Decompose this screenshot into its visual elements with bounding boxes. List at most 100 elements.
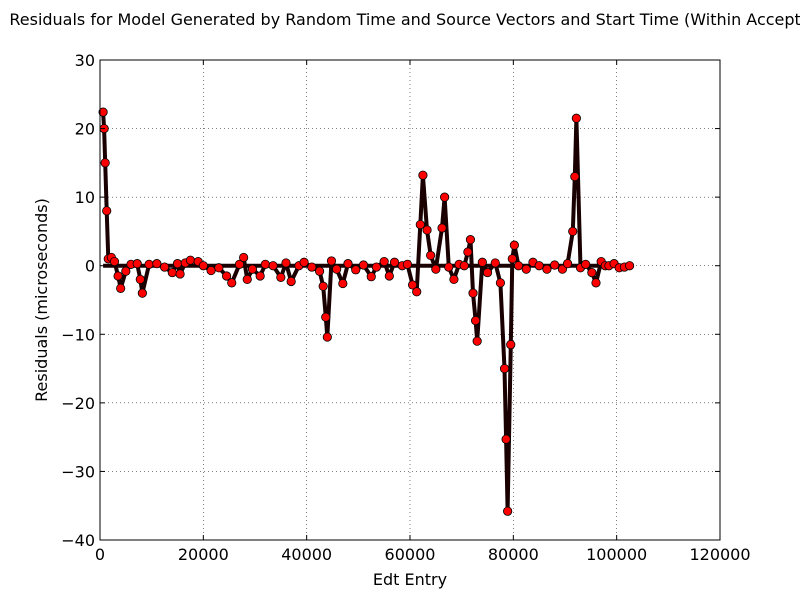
data-point xyxy=(242,274,252,285)
data-point xyxy=(384,271,394,281)
data-point xyxy=(379,256,389,267)
data-point xyxy=(449,274,459,285)
y-axis-title: Residuals (microseconds) xyxy=(32,198,51,402)
data-point xyxy=(247,264,258,274)
x-tick-label: 40000 xyxy=(281,545,332,564)
data-point xyxy=(562,259,573,269)
data-point xyxy=(326,256,337,266)
x-tick-label: 80000 xyxy=(488,545,539,564)
data-point xyxy=(550,260,560,270)
data-point xyxy=(281,258,291,268)
data-point xyxy=(343,259,353,269)
data-point xyxy=(206,265,216,276)
data-point xyxy=(471,315,481,326)
data-point xyxy=(459,261,469,271)
data-point xyxy=(440,192,450,202)
data-point xyxy=(412,287,422,297)
data-point xyxy=(568,226,578,237)
data-point xyxy=(587,267,597,278)
y-tick-label: 30 xyxy=(75,51,95,70)
data-point xyxy=(509,240,519,250)
data-point xyxy=(314,266,325,276)
data-point xyxy=(172,259,183,269)
data-point xyxy=(276,272,286,282)
x-tick-label: 100000 xyxy=(586,545,647,564)
data-point xyxy=(477,257,487,267)
data-point xyxy=(482,267,493,278)
data-point xyxy=(109,256,120,267)
data-point xyxy=(503,506,513,516)
data-point xyxy=(418,170,428,180)
data-point xyxy=(426,250,436,261)
data-point xyxy=(437,223,447,233)
data-point xyxy=(98,107,108,117)
data-point xyxy=(444,262,454,272)
data-point xyxy=(227,278,237,288)
data-point xyxy=(121,266,131,276)
y-tick-label: 10 xyxy=(75,188,95,207)
data-point xyxy=(415,219,425,230)
data-point xyxy=(389,257,400,267)
data-point xyxy=(100,158,110,168)
data-point xyxy=(286,276,296,287)
data-point xyxy=(322,332,332,342)
data-point xyxy=(307,262,317,272)
data-point xyxy=(239,252,249,263)
data-point xyxy=(371,262,382,272)
data-point xyxy=(501,434,511,444)
data-point xyxy=(135,274,145,285)
data-point xyxy=(513,261,524,271)
data-point xyxy=(465,235,476,245)
data-point xyxy=(591,278,601,288)
data-point xyxy=(499,363,510,374)
x-tick-label: 60000 xyxy=(385,545,436,564)
data-point xyxy=(358,260,369,270)
data-point xyxy=(431,264,441,274)
data-point xyxy=(570,171,580,182)
data-point xyxy=(144,259,154,269)
x-tick-label: 0 xyxy=(95,545,105,564)
y-tick-label: 20 xyxy=(75,120,95,139)
data-point xyxy=(198,261,208,271)
chart-title: Residuals for Model Generated by Random … xyxy=(9,10,800,29)
data-point xyxy=(137,288,147,298)
data-point xyxy=(167,267,177,278)
data-point xyxy=(402,259,413,269)
data-point xyxy=(152,259,162,269)
data-point xyxy=(534,261,544,271)
data-point xyxy=(268,261,278,271)
data-point xyxy=(351,265,361,275)
data-point xyxy=(571,113,581,123)
data-point xyxy=(463,247,473,257)
data-point xyxy=(472,336,482,346)
data-point xyxy=(338,278,348,289)
data-point xyxy=(159,262,170,272)
data-point xyxy=(332,264,342,274)
data-point xyxy=(490,258,500,268)
y-tick-label: −20 xyxy=(61,394,95,413)
data-point xyxy=(468,288,478,298)
data-point xyxy=(407,280,418,290)
data-point xyxy=(321,312,331,322)
data-point xyxy=(542,264,552,274)
y-tick-label: −40 xyxy=(61,531,95,550)
data-point xyxy=(113,271,123,281)
data-point xyxy=(221,271,232,281)
data-point xyxy=(422,225,432,235)
data-point xyxy=(507,254,517,264)
x-tick-label: 120000 xyxy=(689,545,750,564)
data-point xyxy=(581,259,591,269)
data-point xyxy=(521,264,531,274)
data-point xyxy=(175,269,185,279)
data-point xyxy=(506,339,516,350)
data-point xyxy=(234,259,245,269)
data-point xyxy=(185,255,196,265)
data-point xyxy=(366,272,376,282)
y-tick-label: −10 xyxy=(61,325,95,344)
data-point xyxy=(116,283,126,293)
data-point xyxy=(318,281,328,291)
data-point xyxy=(495,278,506,288)
data-point xyxy=(132,259,142,269)
x-axis-title: Edt Entry xyxy=(373,570,447,589)
